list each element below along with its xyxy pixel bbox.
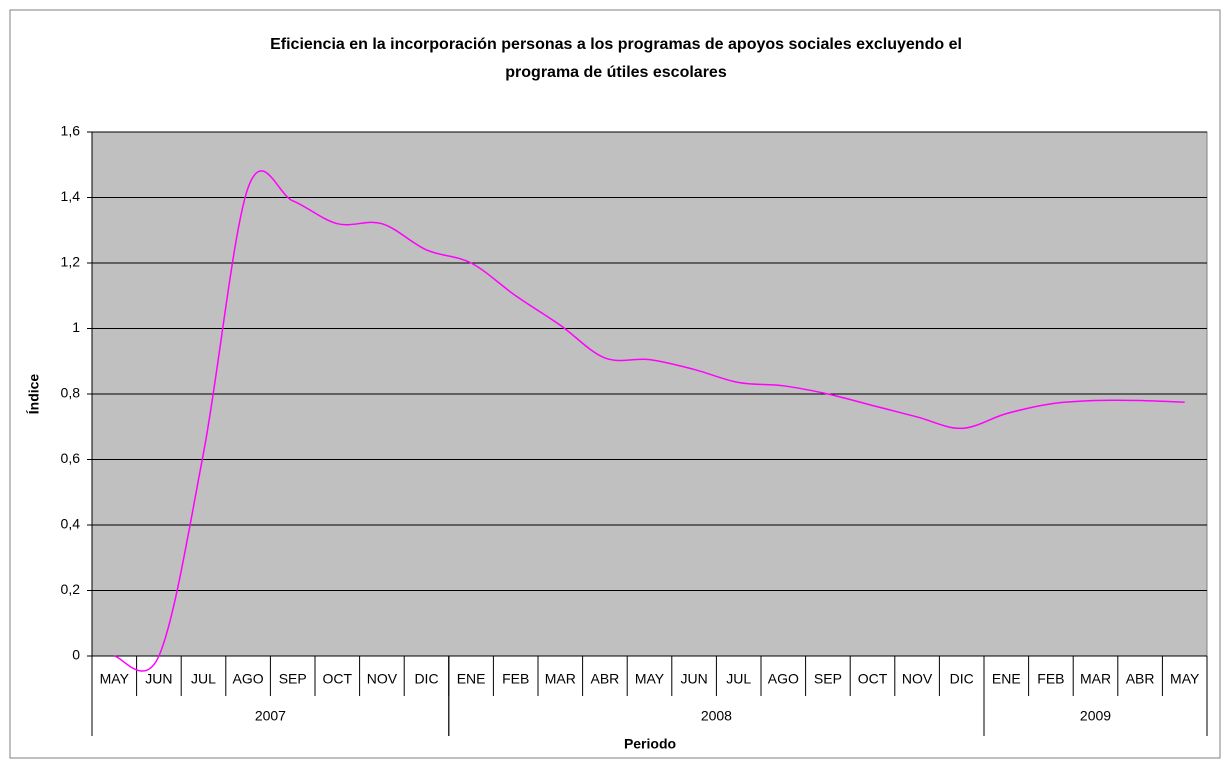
group-label: 2009 (1080, 708, 1111, 724)
y-tick-label: 0 (72, 647, 80, 663)
x-tick-label: MAY (1170, 671, 1200, 687)
x-tick-label: ENE (457, 671, 486, 687)
x-tick-label: NOV (902, 671, 933, 687)
y-axis-title: Índice (26, 374, 42, 415)
group-label: 2007 (255, 708, 286, 724)
x-tick-label: OCT (858, 671, 888, 687)
x-tick-label: FEB (1037, 671, 1064, 687)
group-label: 2008 (701, 708, 732, 724)
y-tick-label: 0,6 (61, 450, 81, 466)
y-tick-label: 1,2 (61, 254, 81, 270)
x-tick-label: AGO (768, 671, 799, 687)
y-tick-label: 1,4 (61, 188, 81, 204)
x-tick-label: DIC (950, 671, 974, 687)
x-tick-label: JUN (145, 671, 172, 687)
x-tick-label: SEP (814, 671, 842, 687)
x-tick-label: MAR (545, 671, 576, 687)
y-tick-label: 1,6 (61, 123, 81, 139)
data-line (114, 170, 1185, 672)
y-tick-label: 0,4 (61, 516, 81, 532)
x-tick-label: JUL (726, 671, 751, 687)
x-tick-label: SEP (279, 671, 307, 687)
x-tick-label: ENE (992, 671, 1021, 687)
x-tick-label: JUN (680, 671, 707, 687)
x-tick-label: NOV (367, 671, 398, 687)
x-tick-label: FEB (502, 671, 529, 687)
y-tick-label: 0,8 (61, 385, 81, 401)
x-tick-label: DIC (414, 671, 438, 687)
chart-title: programa de útiles escolares (505, 64, 727, 81)
x-tick-label: JUL (191, 671, 216, 687)
x-axis-title: Periodo (624, 736, 676, 752)
x-tick-label: AGO (233, 671, 264, 687)
x-tick-label: ABR (591, 671, 620, 687)
x-tick-label: ABR (1126, 671, 1155, 687)
y-tick-label: 1 (72, 319, 80, 335)
x-tick-label: MAY (635, 671, 665, 687)
x-tick-label: OCT (323, 671, 353, 687)
x-tick-label: MAR (1080, 671, 1111, 687)
chart-title: Eficiencia en la incorporación personas … (270, 36, 962, 53)
y-tick-label: 0,2 (61, 581, 81, 597)
x-tick-label: MAY (100, 671, 130, 687)
